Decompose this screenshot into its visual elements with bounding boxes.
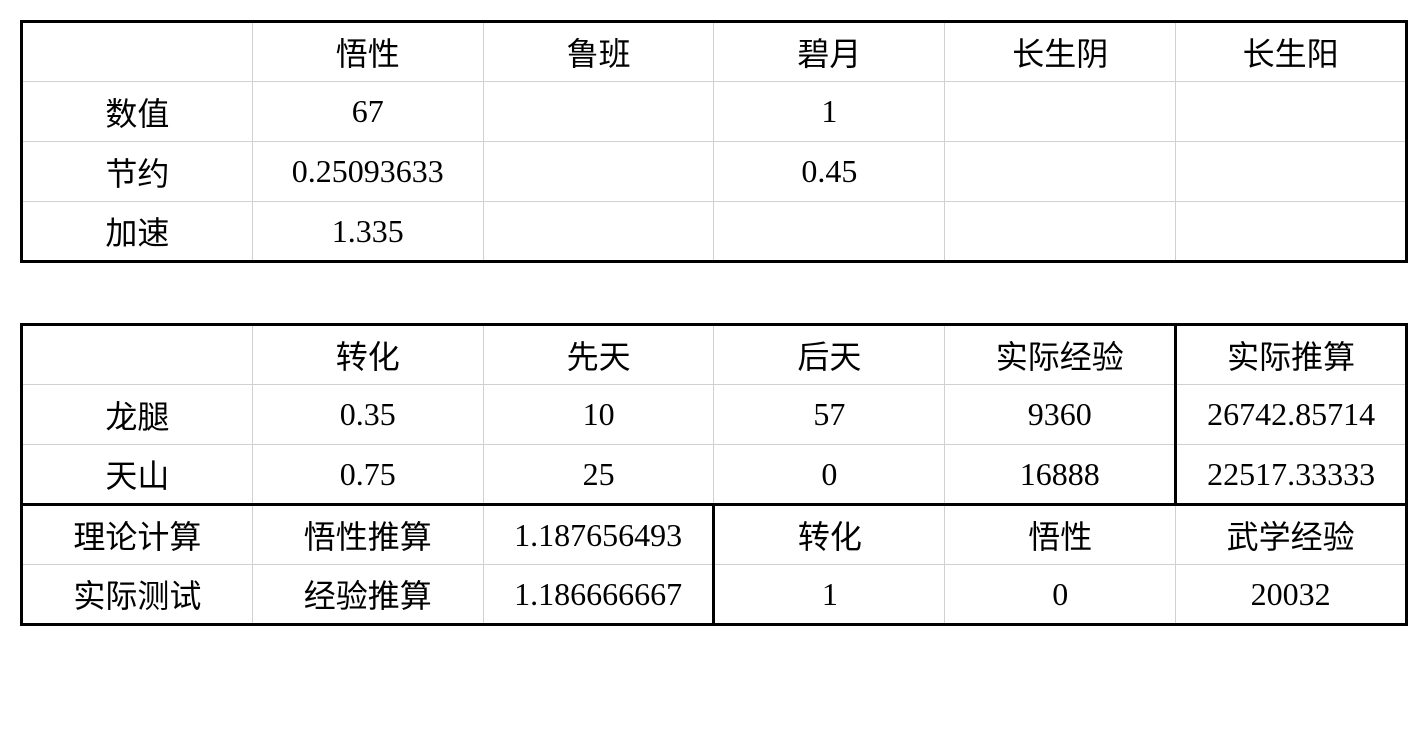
row-label: 加速 [22, 202, 253, 262]
header-cell: 转化 [252, 325, 483, 385]
data-cell [1176, 202, 1407, 262]
data-cell: 26742.85714 [1176, 385, 1407, 445]
tables-container: 悟性 鲁班 碧月 长生阴 长生阳 数值 67 1 节约 0.25093633 0… [20, 20, 1408, 626]
header-cell: 实际推算 [1176, 325, 1407, 385]
row-label: 数值 [22, 82, 253, 142]
data-cell: 理论计算 [22, 505, 253, 565]
data-cell: 悟性推算 [252, 505, 483, 565]
data-cell: 0 [714, 445, 945, 505]
data-cell [945, 202, 1176, 262]
data-cell: 10 [483, 385, 714, 445]
table-row: 数值 67 1 [22, 82, 1407, 142]
data-cell: 25 [483, 445, 714, 505]
header-cell: 后天 [714, 325, 945, 385]
data-cell: 57 [714, 385, 945, 445]
header-cell: 长生阴 [945, 22, 1176, 82]
table-row: 天山 0.75 25 0 16888 22517.33333 [22, 445, 1407, 505]
data-cell [483, 202, 714, 262]
data-cell [945, 142, 1176, 202]
data-cell: 16888 [945, 445, 1176, 505]
header-cell: 悟性 [252, 22, 483, 82]
attributes-table: 悟性 鲁班 碧月 长生阴 长生阳 数值 67 1 节约 0.25093633 0… [20, 20, 1408, 263]
data-cell: 1 [714, 82, 945, 142]
data-cell [1176, 82, 1407, 142]
data-cell: 67 [252, 82, 483, 142]
data-cell: 0 [945, 565, 1176, 625]
table-row: 悟性 鲁班 碧月 长生阴 长生阳 [22, 22, 1407, 82]
table-row: 转化 先天 后天 实际经验 实际推算 [22, 325, 1407, 385]
header-cell: 先天 [483, 325, 714, 385]
data-cell: 0.45 [714, 142, 945, 202]
data-cell [1176, 142, 1407, 202]
table-row: 龙腿 0.35 10 57 9360 26742.85714 [22, 385, 1407, 445]
data-cell: 经验推算 [252, 565, 483, 625]
data-cell: 22517.33333 [1176, 445, 1407, 505]
data-cell: 0.25093633 [252, 142, 483, 202]
row-label: 龙腿 [22, 385, 253, 445]
data-cell: 武学经验 [1176, 505, 1407, 565]
data-cell: 1.187656493 [483, 505, 714, 565]
table-spacer [20, 263, 1408, 323]
header-cell [22, 325, 253, 385]
data-cell: 1.335 [252, 202, 483, 262]
data-cell: 悟性 [945, 505, 1176, 565]
data-cell: 9360 [945, 385, 1176, 445]
data-cell: 转化 [714, 505, 945, 565]
data-cell: 1.186666667 [483, 565, 714, 625]
row-label: 天山 [22, 445, 253, 505]
header-cell: 实际经验 [945, 325, 1176, 385]
header-cell [22, 22, 253, 82]
header-cell: 碧月 [714, 22, 945, 82]
table-row: 实际测试 经验推算 1.186666667 1 0 20032 [22, 565, 1407, 625]
data-cell: 0.35 [252, 385, 483, 445]
data-cell: 实际测试 [22, 565, 253, 625]
header-cell: 长生阳 [1176, 22, 1407, 82]
data-cell: 20032 [1176, 565, 1407, 625]
row-label: 节约 [22, 142, 253, 202]
data-cell: 0.75 [252, 445, 483, 505]
calculation-table: 转化 先天 后天 实际经验 实际推算 龙腿 0.35 10 57 9360 26… [20, 323, 1408, 626]
header-cell: 鲁班 [483, 22, 714, 82]
data-cell [483, 142, 714, 202]
table-row: 节约 0.25093633 0.45 [22, 142, 1407, 202]
table-row: 理论计算 悟性推算 1.187656493 转化 悟性 武学经验 [22, 505, 1407, 565]
data-cell [483, 82, 714, 142]
table-row: 加速 1.335 [22, 202, 1407, 262]
data-cell: 1 [714, 565, 945, 625]
data-cell [945, 82, 1176, 142]
data-cell [714, 202, 945, 262]
